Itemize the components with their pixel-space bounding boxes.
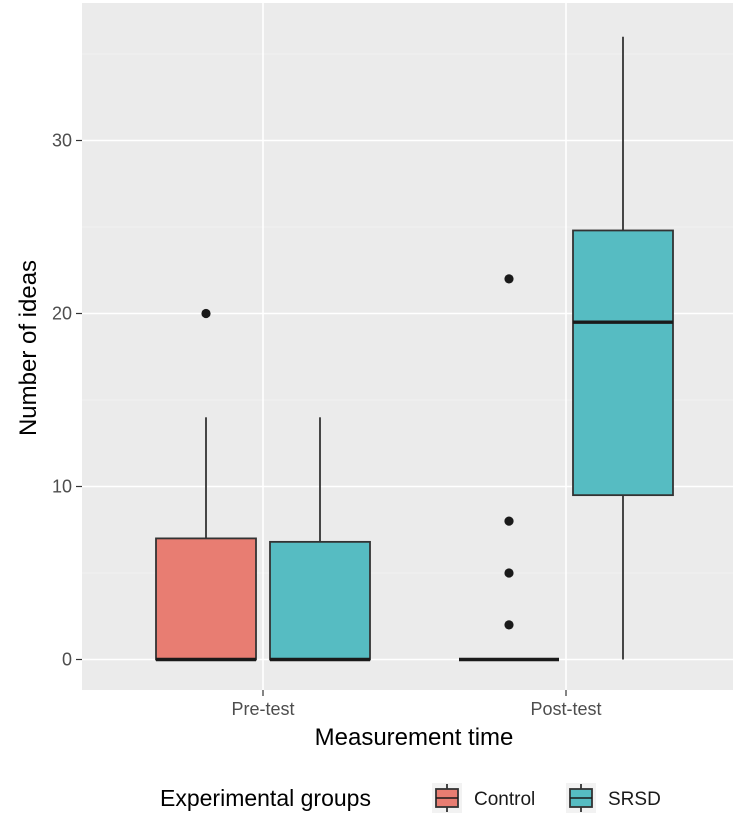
outlier-point	[201, 308, 211, 319]
iqr-box	[572, 229, 674, 497]
y-tick-label: 10	[52, 477, 72, 497]
legend-title: Experimental groups	[160, 785, 371, 811]
iqr-box	[269, 540, 371, 661]
outlier-point	[504, 516, 514, 526]
x-tick-label: Post-test	[530, 699, 601, 719]
legend-label: SRSD	[608, 789, 661, 810]
outlier-point	[504, 274, 514, 284]
legend: Experimental groups Control SRSD	[160, 783, 661, 813]
y-axis-title: Number of ideas	[15, 260, 42, 436]
y-tick-label: 30	[52, 131, 72, 151]
legend-label: Control	[474, 789, 535, 810]
box-control-post-test	[459, 274, 559, 662]
outlier-point	[504, 568, 514, 578]
box-control-pre-test	[155, 308, 257, 662]
y-tick-label: 20	[52, 304, 72, 324]
box-srsd-pre-test	[269, 417, 371, 662]
y-tick-label: 0	[62, 650, 72, 670]
axes: 0 10 20 30 Pre-test Post-test	[52, 131, 602, 720]
box-srsd-post-test	[572, 36, 674, 660]
box-marks	[155, 36, 674, 662]
x-tick-label: Pre-test	[231, 699, 294, 719]
legend-item-srsd: SRSD	[566, 783, 661, 813]
legend-item-control: Control	[432, 783, 535, 813]
x-axis-title: Measurement time	[315, 724, 514, 751]
iqr-box	[155, 537, 257, 661]
outlier-point	[504, 620, 514, 630]
